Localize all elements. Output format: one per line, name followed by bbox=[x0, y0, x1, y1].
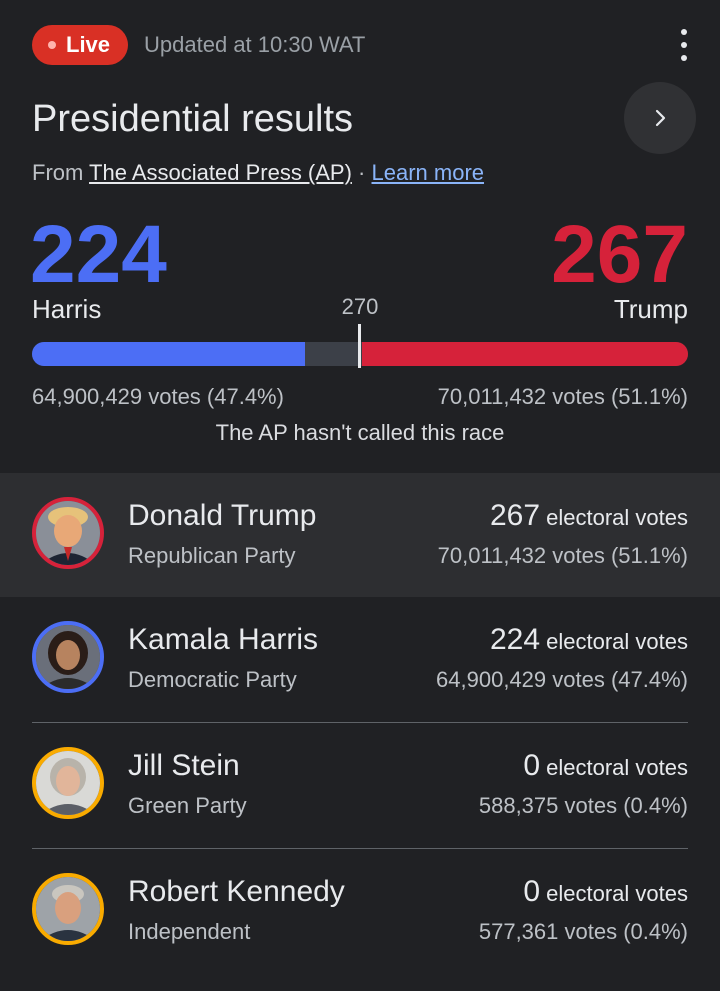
next-button[interactable] bbox=[624, 82, 696, 154]
electoral-vote-count: 0 bbox=[523, 749, 541, 782]
electoral-vote-count: 267 bbox=[489, 499, 541, 532]
harris-popular-votes: 64,900,429 votes (47.4%) bbox=[32, 384, 284, 409]
candidate-party: Green Party bbox=[128, 793, 247, 818]
live-dot-icon bbox=[48, 41, 56, 49]
live-label: Live bbox=[66, 32, 111, 57]
avatar-kennedy bbox=[32, 873, 104, 945]
candidate-row-harris[interactable]: Kamala Harris Democratic Party 224 elect… bbox=[0, 597, 720, 723]
candidate-name: Robert Kennedy bbox=[128, 875, 345, 908]
candidate-name: Jill Stein bbox=[128, 749, 240, 782]
source-separator: · bbox=[351, 160, 372, 185]
candidate-row-trump[interactable]: Donald Trump Republican Party 267 electo… bbox=[0, 473, 720, 597]
electoral-vote-suffix: electoral votes bbox=[540, 629, 688, 654]
candidate-electoral-votes: 0 electoral votes bbox=[523, 875, 688, 909]
more-options-icon[interactable] bbox=[676, 29, 692, 61]
avatar-stein bbox=[32, 747, 104, 819]
candidate-electoral-votes: 224 electoral votes bbox=[490, 623, 688, 657]
candidate-row-stein[interactable]: Jill Stein Green Party 0 electoral votes… bbox=[0, 723, 720, 849]
trump-electoral-count: 267 bbox=[551, 209, 688, 300]
electoral-vote-suffix: electoral votes bbox=[540, 881, 688, 906]
trump-label: Trump bbox=[613, 294, 688, 324]
avatar-harris bbox=[32, 621, 104, 693]
candidate-electoral-votes: 267 electoral votes bbox=[490, 499, 688, 533]
candidate-popular-votes: 588,375 votes (0.4%) bbox=[478, 793, 688, 818]
ap-source-link[interactable]: The Associated Press (AP) bbox=[89, 160, 352, 185]
harris-bar-fill bbox=[32, 342, 306, 366]
harris-label: Harris bbox=[32, 294, 102, 324]
live-badge: Live bbox=[32, 25, 129, 65]
threshold-label: 270 bbox=[341, 294, 379, 319]
race-status: The AP hasn't called this race bbox=[215, 420, 505, 445]
candidate-list: Donald Trump Republican Party 267 electo… bbox=[0, 473, 720, 975]
candidate-electoral-votes: 0 electoral votes bbox=[523, 749, 688, 783]
row-divider bbox=[32, 722, 688, 723]
source-prefix: From bbox=[32, 160, 90, 185]
harris-electoral-count: 224 bbox=[30, 209, 167, 300]
candidate-party: Democratic Party bbox=[128, 667, 297, 692]
avatar-trump bbox=[32, 497, 104, 569]
chevron-right-icon bbox=[655, 109, 666, 127]
candidate-name: Kamala Harris bbox=[128, 623, 319, 656]
electoral-vote-suffix: electoral votes bbox=[540, 505, 688, 530]
source-line: From The Associated Press (AP) · Learn m… bbox=[32, 160, 484, 186]
electoral-vote-suffix: electoral votes bbox=[540, 755, 688, 780]
top-row: Live Updated at 10:30 WAT bbox=[32, 25, 688, 65]
learn-more-link[interactable]: Learn more bbox=[371, 160, 485, 185]
row-divider bbox=[32, 848, 688, 849]
candidate-name: Donald Trump bbox=[128, 499, 317, 532]
candidate-party: Independent bbox=[128, 919, 251, 944]
updated-timestamp: Updated at 10:30 WAT bbox=[144, 32, 366, 57]
page-title: Presidential results bbox=[32, 98, 354, 140]
electoral-vote-count: 0 bbox=[523, 875, 541, 908]
electoral-vote-count: 224 bbox=[489, 623, 541, 656]
threshold-marker bbox=[358, 324, 361, 368]
trump-popular-votes: 70,011,432 votes (51.1%) bbox=[437, 384, 688, 409]
candidate-party: Republican Party bbox=[128, 543, 296, 568]
candidate-popular-votes: 70,011,432 votes (51.1%) bbox=[437, 543, 688, 568]
trump-bar-fill bbox=[362, 342, 688, 366]
candidate-popular-votes: 64,900,429 votes (47.4%) bbox=[436, 667, 688, 692]
candidate-row-kennedy[interactable]: Robert Kennedy Independent 0 electoral v… bbox=[0, 849, 720, 975]
candidate-popular-votes: 577,361 votes (0.4%) bbox=[478, 919, 688, 944]
